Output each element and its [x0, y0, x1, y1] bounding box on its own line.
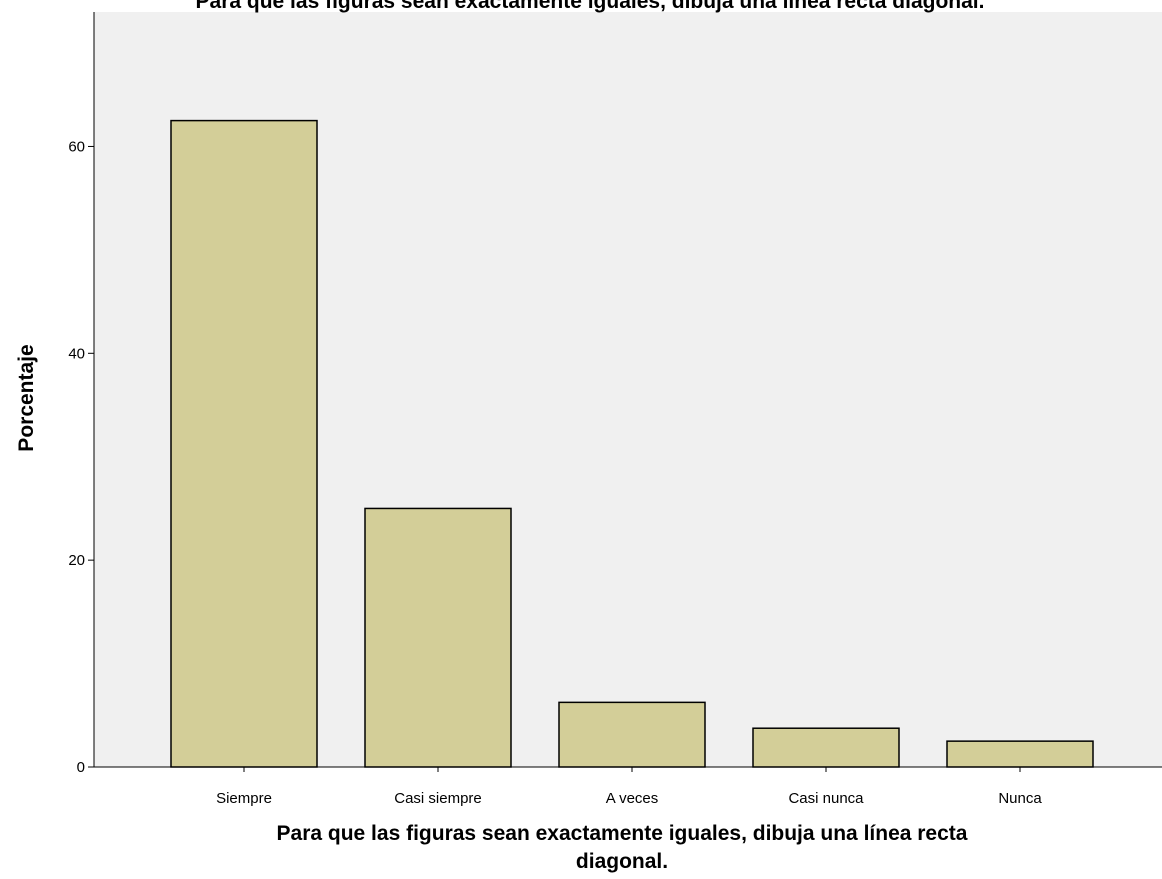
y-tick-label: 20: [68, 552, 85, 569]
y-ticks-layer: 0 20 40 60: [68, 138, 94, 776]
x-axis-title-line-1: Para que las figuras sean exactamente ig…: [277, 822, 968, 845]
x-tick-label: Nunca: [998, 790, 1042, 807]
x-tick-label: Casi nunca: [788, 790, 864, 807]
y-axis-title: Porcentaje: [15, 344, 38, 451]
y-tick-label: 40: [68, 345, 85, 362]
x-tick-label: A veces: [606, 790, 659, 807]
x-tick-label: Casi siempre: [394, 790, 482, 807]
bar-nunca: [946, 740, 1094, 768]
y-tick-label: 0: [77, 759, 85, 776]
bar-casi-nunca: [752, 727, 900, 768]
x-tick-label: Siempre: [216, 790, 272, 807]
x-ticks-layer: Siempre Casi siempre A veces Casi nunca Nunc…: [216, 767, 1042, 807]
y-tick-label: 60: [68, 138, 85, 155]
chart-title: Para que las figuras sean exactamente ig…: [196, 0, 985, 13]
bar-a-veces: [558, 701, 706, 768]
bar-casi-siempre: [364, 507, 512, 768]
bar-siempre: [170, 119, 318, 768]
bars-layer: [170, 119, 1094, 768]
x-axis-title-line-2: diagonal.: [576, 850, 668, 873]
